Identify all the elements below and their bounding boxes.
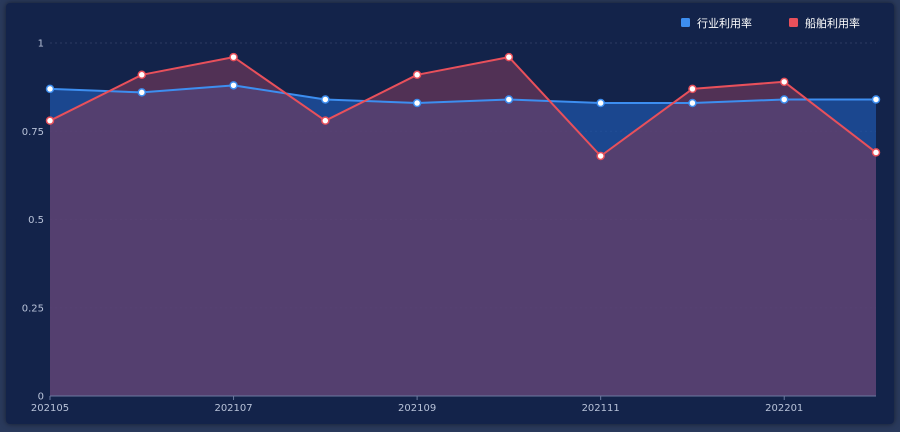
data-point[interactable] — [779, 95, 789, 104]
data-point[interactable] — [596, 151, 605, 161]
series-line-0 — [49, 84, 876, 104]
data-point[interactable] — [504, 52, 514, 62]
y-tick-label: 0.5 — [28, 215, 44, 226]
series-lines — [49, 56, 877, 157]
data-point[interactable] — [688, 84, 697, 94]
data-point[interactable] — [321, 116, 330, 125]
x-tick-label: 202201 — [765, 403, 803, 414]
legend-swatch-vessel — [789, 18, 798, 27]
x-tick-label: 202105 — [31, 403, 69, 414]
legend-swatch-industry — [681, 18, 690, 27]
data-point[interactable] — [137, 70, 147, 80]
legend-item-vessel[interactable]: 船舶利用率 — [789, 16, 860, 30]
y-tick-label: 1 — [38, 39, 44, 50]
data-point[interactable] — [137, 88, 147, 97]
x-tick-label: 202109 — [398, 403, 436, 414]
axes: 0 0.25 0.5 0.75 1 202105 202107 202109 202111 202… — [22, 39, 876, 414]
data-point[interactable] — [504, 95, 514, 104]
data-point[interactable] — [871, 148, 881, 157]
data-point[interactable] — [412, 98, 422, 108]
legend-item-industry[interactable]: 行业利用率 — [681, 16, 752, 30]
data-point[interactable] — [688, 98, 697, 108]
data-point[interactable] — [45, 84, 55, 94]
data-point[interactable] — [779, 77, 789, 87]
y-tick-label: 0 — [38, 392, 44, 403]
legend-label-vessel: 船舶利用率 — [805, 16, 860, 30]
series-areas — [50, 57, 876, 397]
data-point[interactable] — [229, 81, 238, 90]
x-tick-label: 202107 — [214, 403, 252, 414]
data-point[interactable] — [45, 116, 55, 125]
series-points — [45, 52, 881, 161]
data-point[interactable] — [871, 95, 881, 104]
legend-label-industry: 行业利用率 — [697, 16, 752, 30]
legend: 行业利用率 船舶利用率 — [681, 16, 860, 30]
data-point[interactable] — [412, 70, 422, 80]
y-tick-label: 0.25 — [22, 303, 44, 314]
data-point[interactable] — [229, 52, 238, 62]
y-tick-label: 0.75 — [22, 127, 44, 138]
series-line-1 — [49, 56, 877, 157]
series-area-1 — [50, 57, 876, 396]
data-point[interactable] — [596, 98, 605, 108]
x-tick-label: 202111 — [582, 403, 620, 414]
data-point[interactable] — [321, 95, 330, 104]
